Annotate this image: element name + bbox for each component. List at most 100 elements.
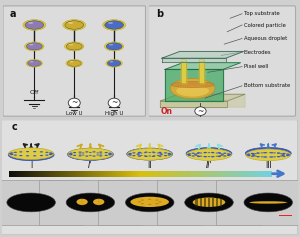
Circle shape	[19, 151, 22, 152]
Circle shape	[153, 155, 156, 156]
Polygon shape	[162, 58, 226, 62]
Circle shape	[158, 155, 162, 157]
Ellipse shape	[104, 42, 124, 51]
Circle shape	[45, 155, 49, 156]
Circle shape	[138, 201, 141, 202]
Text: II: II	[148, 161, 152, 170]
Circle shape	[252, 154, 254, 155]
Circle shape	[212, 156, 214, 157]
Circle shape	[158, 201, 162, 202]
Circle shape	[211, 152, 214, 153]
Circle shape	[203, 156, 206, 157]
Text: Off: Off	[30, 90, 39, 95]
Circle shape	[69, 154, 73, 155]
Circle shape	[281, 155, 284, 156]
Text: III: III	[265, 161, 272, 170]
Bar	[220, 198, 223, 207]
Circle shape	[82, 152, 85, 154]
Circle shape	[192, 153, 195, 154]
Circle shape	[125, 193, 174, 212]
Ellipse shape	[106, 59, 122, 67]
Ellipse shape	[68, 60, 81, 66]
Circle shape	[195, 107, 206, 115]
Circle shape	[132, 155, 136, 156]
Text: Top substrate: Top substrate	[244, 11, 279, 16]
Ellipse shape	[25, 42, 44, 51]
Circle shape	[219, 155, 221, 156]
Circle shape	[26, 151, 29, 152]
Circle shape	[141, 200, 144, 201]
Circle shape	[140, 152, 142, 154]
Circle shape	[7, 193, 56, 212]
Circle shape	[157, 152, 160, 154]
Circle shape	[105, 152, 108, 153]
Circle shape	[159, 154, 162, 155]
FancyBboxPatch shape	[3, 6, 146, 116]
Text: b: b	[156, 9, 163, 19]
Circle shape	[140, 155, 142, 156]
Ellipse shape	[65, 21, 84, 29]
Circle shape	[188, 155, 191, 156]
Circle shape	[227, 153, 230, 155]
Circle shape	[108, 153, 111, 154]
Circle shape	[286, 154, 289, 155]
Text: On: On	[160, 107, 172, 116]
Circle shape	[159, 153, 162, 154]
Ellipse shape	[186, 148, 232, 160]
Circle shape	[192, 155, 195, 157]
Circle shape	[270, 156, 274, 158]
Text: c: c	[12, 122, 18, 132]
Ellipse shape	[64, 42, 84, 51]
Circle shape	[148, 152, 151, 153]
FancyBboxPatch shape	[148, 6, 296, 116]
Ellipse shape	[246, 149, 291, 161]
Circle shape	[220, 155, 224, 156]
FancyBboxPatch shape	[98, 180, 202, 225]
Ellipse shape	[66, 59, 82, 67]
Polygon shape	[181, 60, 186, 83]
Ellipse shape	[8, 149, 54, 161]
Ellipse shape	[30, 61, 34, 63]
Ellipse shape	[103, 20, 126, 30]
Circle shape	[277, 156, 280, 157]
Ellipse shape	[76, 199, 88, 205]
Circle shape	[251, 156, 254, 157]
Circle shape	[280, 155, 283, 157]
Circle shape	[257, 156, 260, 157]
Ellipse shape	[68, 148, 113, 160]
Circle shape	[40, 155, 43, 156]
Circle shape	[195, 155, 197, 156]
Ellipse shape	[171, 82, 214, 88]
Circle shape	[132, 152, 136, 154]
Bar	[196, 198, 198, 207]
Circle shape	[197, 156, 200, 157]
Ellipse shape	[127, 148, 173, 160]
Ellipse shape	[88, 199, 92, 206]
Circle shape	[108, 98, 120, 108]
Circle shape	[33, 151, 36, 152]
Text: High U: High U	[105, 110, 123, 115]
Ellipse shape	[106, 43, 122, 50]
Text: Aqueous droplet: Aqueous droplet	[244, 36, 287, 41]
Ellipse shape	[68, 22, 73, 24]
Circle shape	[14, 155, 17, 156]
Circle shape	[92, 151, 96, 153]
Circle shape	[197, 152, 200, 153]
Circle shape	[152, 151, 155, 153]
Circle shape	[99, 151, 102, 153]
Circle shape	[204, 152, 207, 153]
Ellipse shape	[105, 21, 124, 29]
Text: Bottom substrate: Bottom substrate	[244, 83, 290, 88]
Circle shape	[99, 153, 102, 155]
Circle shape	[187, 154, 190, 155]
Text: Colored particle: Colored particle	[244, 23, 285, 27]
Polygon shape	[162, 51, 244, 58]
Circle shape	[164, 155, 167, 156]
Text: ~: ~	[71, 98, 77, 107]
Circle shape	[138, 155, 141, 157]
Circle shape	[158, 152, 162, 153]
Bar	[208, 198, 210, 207]
Circle shape	[40, 151, 43, 152]
Circle shape	[247, 154, 250, 155]
Circle shape	[195, 154, 197, 155]
